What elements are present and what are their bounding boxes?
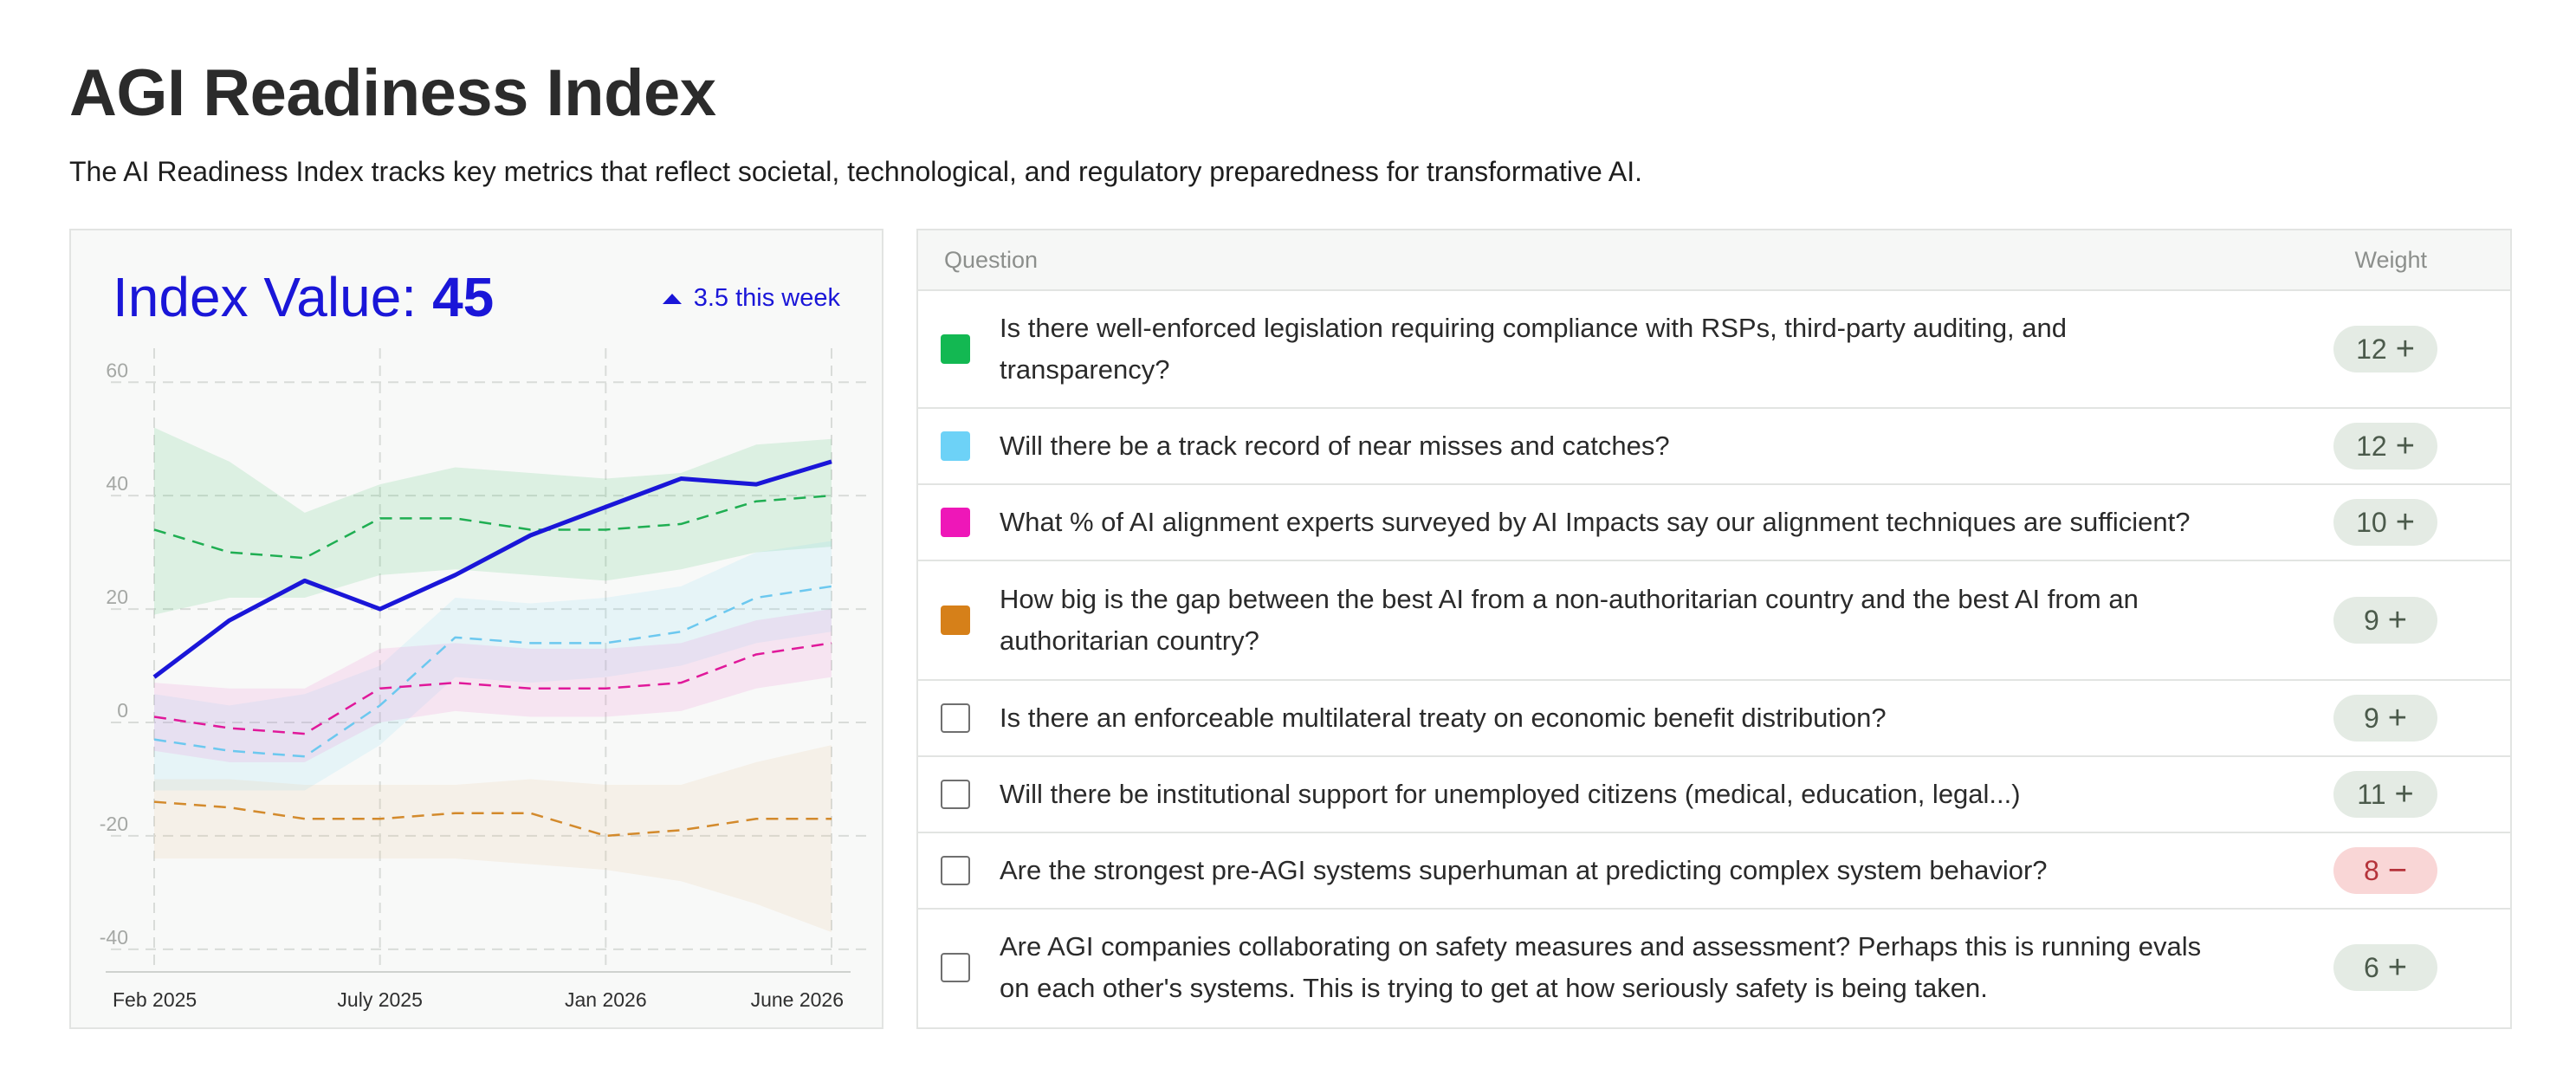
question-text: Are AGI companies collaborating on safet… bbox=[1000, 931, 2202, 1003]
question-text: Is there well-enforced legislation requi… bbox=[1000, 313, 2068, 385]
series-band bbox=[154, 541, 832, 791]
series-band bbox=[154, 745, 832, 933]
weekly-change-text: 3.5 this week bbox=[693, 284, 840, 312]
question-text: Is there an enforceable multilateral tre… bbox=[1000, 703, 1887, 733]
weight-pill[interactable]: 11 + bbox=[2333, 771, 2437, 818]
index-value-row: Index Value: 45 bbox=[113, 265, 494, 329]
metric-series-line bbox=[153, 800, 832, 838]
question-table: Question Weight Is there well-enforced l… bbox=[916, 229, 2512, 1029]
table-row: Is there well-enforced legislation requi… bbox=[918, 291, 2510, 409]
page-title: AGI Readiness Index bbox=[69, 56, 716, 130]
page-subtitle: The AI Readiness Index tracks key metric… bbox=[69, 156, 1642, 187]
metric-series-line bbox=[153, 642, 832, 735]
weekly-change: 3.5 this week bbox=[662, 284, 840, 313]
column-header-question[interactable]: Question bbox=[944, 247, 1039, 273]
y-tick-label: -20 bbox=[100, 813, 128, 835]
table-row: What % of AI alignment experts surveyed … bbox=[918, 485, 2510, 561]
plus-icon[interactable]: + bbox=[2394, 776, 2414, 813]
metric-series-line bbox=[153, 494, 832, 560]
weight-pill[interactable]: 12 + bbox=[2333, 423, 2437, 470]
table-row: Will there be a track record of near mis… bbox=[918, 409, 2510, 485]
weight-value: 10 bbox=[2356, 506, 2387, 538]
index-value-label: Index Value: bbox=[113, 266, 417, 328]
weight-pill[interactable]: 12 + bbox=[2333, 326, 2437, 372]
table-row: Are the strongest pre-AGI systems superh… bbox=[918, 833, 2510, 910]
question-text: Will there be a track record of near mis… bbox=[1000, 431, 1670, 461]
series-band bbox=[154, 609, 832, 762]
row-checkbox[interactable] bbox=[941, 780, 970, 809]
plus-icon[interactable]: + bbox=[2395, 428, 2415, 464]
y-tick-label: -40 bbox=[100, 926, 128, 949]
metric-series-line bbox=[153, 585, 832, 758]
weight-pill[interactable]: 8− bbox=[2333, 847, 2437, 894]
plus-icon[interactable]: + bbox=[2387, 700, 2407, 736]
index-value-number: 45 bbox=[432, 266, 495, 328]
weight-pill[interactable]: 6 + bbox=[2333, 944, 2437, 991]
table-row: Is there an enforceable multilateral tre… bbox=[918, 681, 2510, 757]
weight-value: 12 bbox=[2356, 430, 2387, 462]
x-tick-label: Feb 2025 bbox=[113, 988, 197, 1011]
question-text: What % of AI alignment experts surveyed … bbox=[1000, 507, 2191, 537]
row-color-swatch[interactable] bbox=[941, 508, 970, 537]
plus-icon[interactable]: + bbox=[2387, 602, 2407, 638]
table-row: Will there be institutional support for … bbox=[918, 757, 2510, 833]
x-tick-label: July 2025 bbox=[337, 988, 422, 1011]
table-row: Are AGI companies collaborating on safet… bbox=[918, 910, 2510, 1026]
minus-icon[interactable]: − bbox=[2387, 852, 2407, 889]
index-series-line bbox=[152, 459, 832, 679]
weight-value: 6 bbox=[2364, 951, 2379, 983]
weight-value: 12 bbox=[2356, 333, 2387, 365]
triangle-up-icon bbox=[662, 293, 682, 304]
row-color-swatch[interactable] bbox=[941, 606, 970, 635]
weight-pill[interactable]: 9 + bbox=[2333, 695, 2437, 742]
weight-value: 9 bbox=[2364, 702, 2379, 734]
table-body: Is there well-enforced legislation requi… bbox=[918, 291, 2510, 1026]
y-tick-label: 60 bbox=[106, 359, 128, 381]
x-tick-label: June 2026 bbox=[751, 988, 844, 1011]
y-tick-label: 20 bbox=[106, 586, 128, 608]
row-color-swatch[interactable] bbox=[941, 334, 970, 364]
weight-value: 9 bbox=[2364, 604, 2379, 636]
weight-value: 8 bbox=[2364, 854, 2379, 886]
index-chart-card: 60 40 20 0 -20 -40 Feb 2025 July 2025 Jan 2026 Ju… bbox=[69, 229, 883, 1029]
index-chart: 60 40 20 0 -20 -40 Feb 2025 July 2025 Jan 2026 Ju… bbox=[100, 348, 873, 1011]
weight-value: 11 bbox=[2357, 778, 2386, 810]
y-tick-label: 40 bbox=[106, 472, 128, 495]
question-text: Will there be institutional support for … bbox=[1000, 779, 2021, 809]
weight-pill[interactable]: 9 + bbox=[2333, 597, 2437, 644]
y-tick-label: 0 bbox=[117, 699, 128, 722]
question-text: Are the strongest pre-AGI systems superh… bbox=[1000, 855, 2048, 885]
plus-icon[interactable]: + bbox=[2387, 949, 2407, 986]
table-header: Question Weight bbox=[918, 230, 2510, 291]
row-checkbox[interactable] bbox=[941, 953, 970, 982]
column-header-weight[interactable]: Weight bbox=[2354, 247, 2427, 273]
row-checkbox[interactable] bbox=[941, 703, 970, 733]
table-row: How big is the gap between the best AI f… bbox=[918, 561, 2510, 681]
weight-pill[interactable]: 10 + bbox=[2333, 499, 2437, 546]
plus-icon[interactable]: + bbox=[2395, 331, 2415, 367]
question-text: How big is the gap between the best AI f… bbox=[1000, 584, 2139, 656]
row-checkbox[interactable] bbox=[941, 856, 970, 885]
row-color-swatch[interactable] bbox=[941, 431, 970, 461]
series-band bbox=[154, 427, 832, 615]
plus-icon[interactable]: + bbox=[2395, 504, 2415, 541]
x-tick-label: Jan 2026 bbox=[565, 988, 647, 1011]
